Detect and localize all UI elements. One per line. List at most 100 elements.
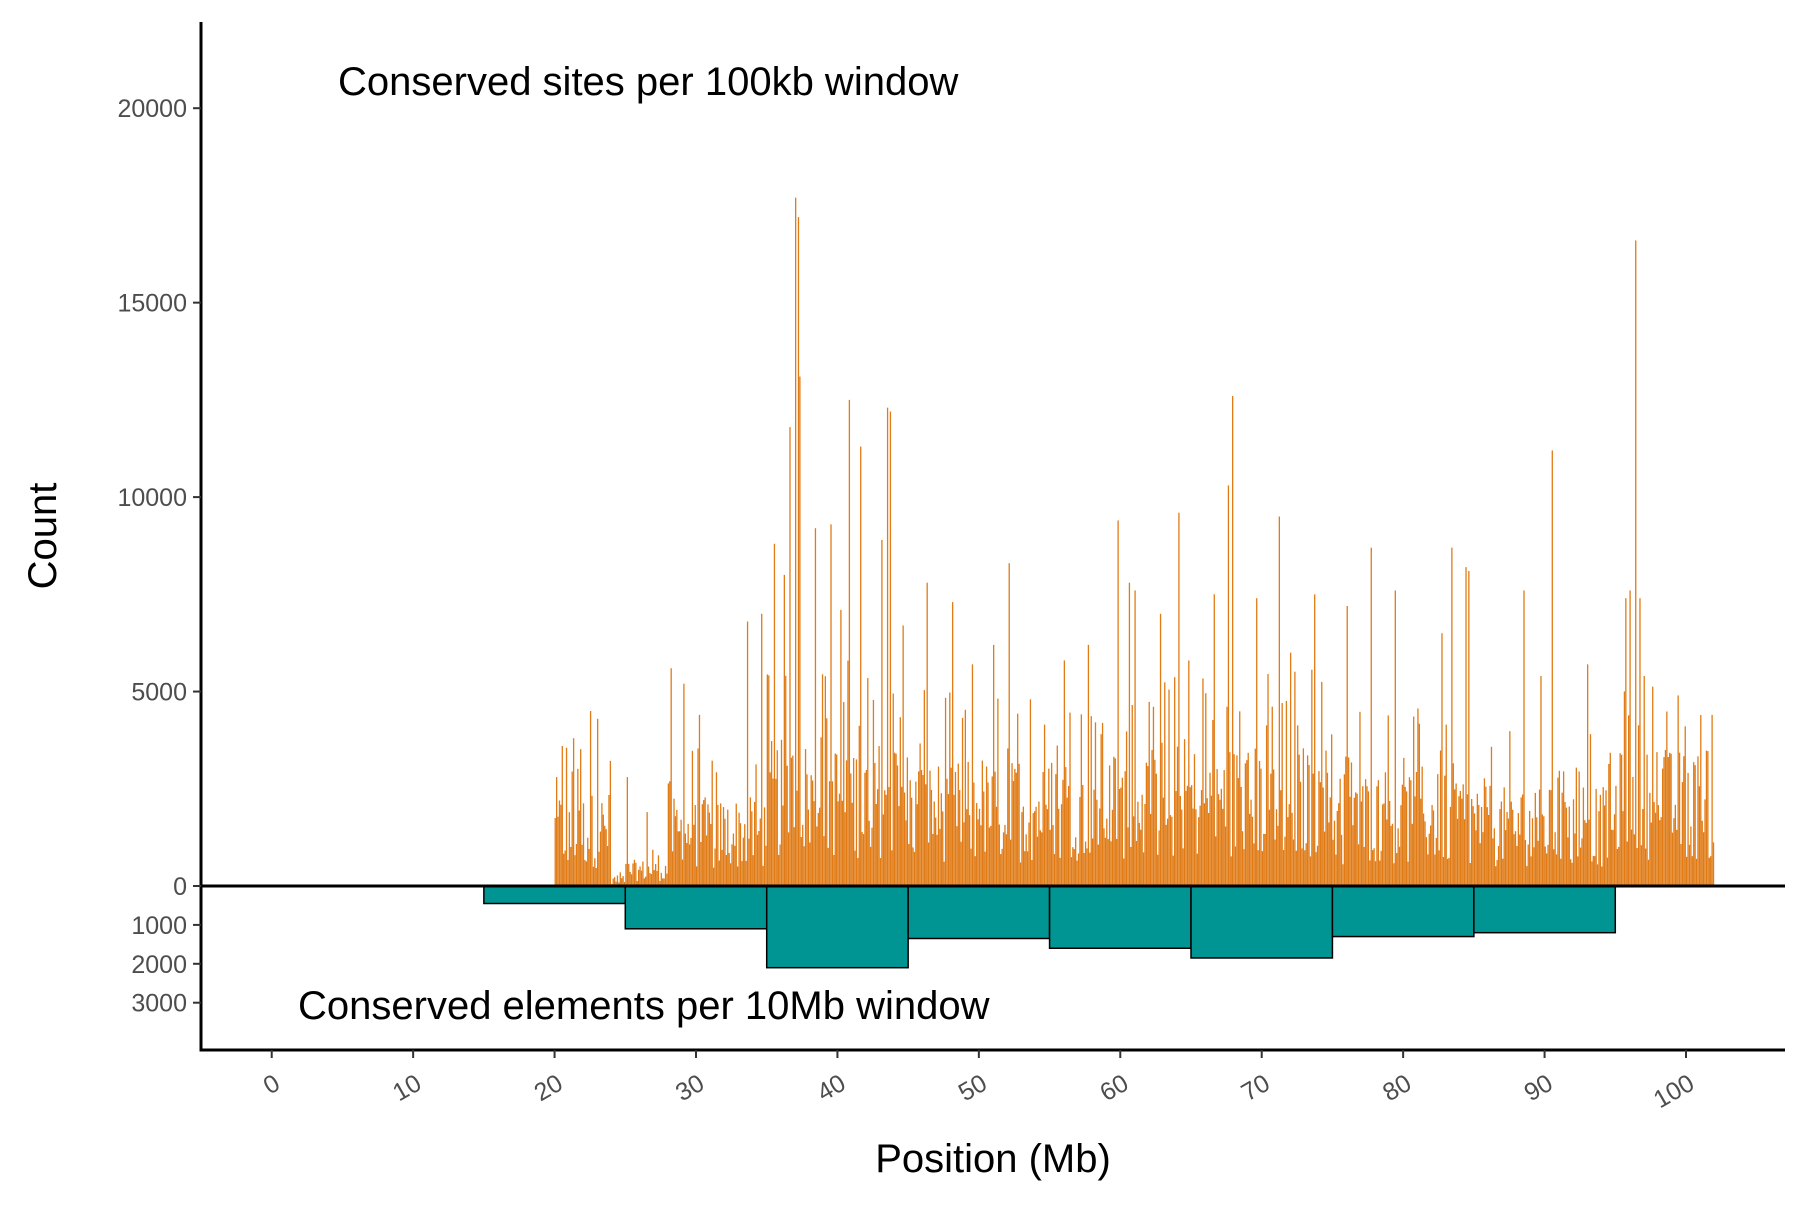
x-tick-label: 10 — [388, 1069, 426, 1107]
sites-bar — [1205, 693, 1207, 886]
sites-bar — [676, 809, 678, 886]
sites-bar — [806, 774, 808, 886]
sites-bar — [664, 865, 667, 886]
sites-bar — [1599, 794, 1602, 886]
sites-bar — [1448, 857, 1450, 886]
sites-bar — [1521, 794, 1524, 886]
sites-bar — [718, 860, 720, 886]
sites-bar — [836, 754, 838, 886]
sites-bar — [1343, 774, 1346, 886]
sites-bar — [1444, 775, 1446, 886]
sites-bar — [698, 714, 701, 886]
sites-bar — [775, 778, 777, 886]
x-tick-label: 80 — [1378, 1069, 1416, 1107]
sites-bar — [1087, 644, 1090, 886]
sites-bar — [795, 197, 797, 886]
sites-bar — [1243, 849, 1245, 886]
sites-bar — [998, 824, 1000, 886]
sites-bar — [595, 868, 597, 886]
sites-bar — [936, 834, 938, 886]
sites-bar — [1387, 715, 1389, 886]
sites-bar — [949, 692, 951, 886]
sites-bar — [1596, 864, 1599, 886]
sites-bar — [615, 881, 617, 886]
sites-bar — [1650, 822, 1652, 886]
sites-bar — [1149, 813, 1152, 886]
sites-bar — [1113, 756, 1115, 886]
sites-bar — [1422, 813, 1425, 886]
sites-bar — [1356, 793, 1358, 886]
sites-bar — [991, 776, 993, 886]
sites-bar — [722, 807, 725, 886]
sites-bar — [581, 844, 583, 886]
sites-bar — [1155, 773, 1157, 886]
sites-bar — [575, 844, 578, 886]
sites-bar — [1244, 763, 1247, 886]
sites-bar — [1489, 785, 1491, 886]
sites-bar — [837, 801, 839, 886]
sites-bar — [1367, 791, 1370, 886]
sites-bar — [744, 824, 746, 886]
sites-bar — [935, 817, 937, 886]
sites-bar — [1308, 765, 1310, 886]
sites-bar — [1646, 754, 1648, 886]
sites-bar — [789, 427, 791, 886]
sites-bar — [724, 818, 726, 886]
sites-bar — [809, 842, 811, 886]
sites-bar — [1512, 809, 1514, 886]
sites-bar — [1103, 828, 1105, 886]
sites-bar — [703, 800, 705, 886]
sites-bar — [1076, 860, 1078, 886]
sites-bar — [1154, 759, 1156, 886]
sites-bar — [1056, 745, 1058, 886]
sites-bar — [1035, 806, 1037, 886]
sites-bar — [1710, 856, 1712, 886]
sites-bar — [1603, 805, 1606, 886]
sites-bar — [1250, 799, 1252, 886]
sites-bar — [956, 826, 958, 886]
sites-bar — [715, 772, 718, 886]
sites-bar — [602, 814, 604, 886]
conserved-elements-bins — [483, 885, 1617, 969]
sites-bar — [707, 804, 709, 886]
sites-bar — [1309, 856, 1312, 886]
sites-bar — [981, 760, 983, 886]
sites-bar — [845, 760, 848, 886]
sites-bar — [855, 759, 858, 886]
sites-bar — [1418, 723, 1420, 886]
sites-bar — [1700, 714, 1702, 886]
sites-bar — [659, 880, 661, 886]
sites-bar — [720, 803, 722, 886]
sites-bar — [599, 831, 602, 886]
sites-bar — [1278, 516, 1280, 886]
sites-bar — [1417, 708, 1419, 886]
sites-bar — [902, 625, 904, 886]
sites-bar — [1503, 787, 1505, 886]
lower-panel-annotation: Conserved elements per 10Mb window — [298, 984, 990, 1028]
sites-bar — [1108, 765, 1111, 886]
sites-bar — [1046, 809, 1049, 886]
sites-bar — [1072, 847, 1074, 886]
sites-bar — [1437, 774, 1439, 886]
sites-bar — [889, 411, 892, 886]
sites-bar — [905, 820, 907, 886]
sites-bar — [1702, 832, 1705, 886]
sites-bar — [741, 861, 743, 886]
sites-bar — [960, 841, 962, 886]
sites-bar — [974, 856, 976, 886]
sites-bar — [704, 797, 706, 886]
sites-bar — [649, 873, 651, 886]
sites-bar — [1519, 834, 1521, 886]
sites-bar — [1008, 563, 1010, 886]
sites-bar — [1125, 731, 1128, 886]
sites-bar — [1381, 804, 1384, 886]
sites-bar — [1294, 671, 1296, 886]
sites-bar — [1065, 767, 1067, 886]
sites-bar — [1602, 787, 1604, 886]
sites-bar — [1637, 725, 1640, 886]
sites-bar — [990, 825, 992, 886]
sites-bar — [942, 811, 944, 886]
sites-bar — [1520, 797, 1522, 886]
sites-bar — [1002, 832, 1005, 886]
